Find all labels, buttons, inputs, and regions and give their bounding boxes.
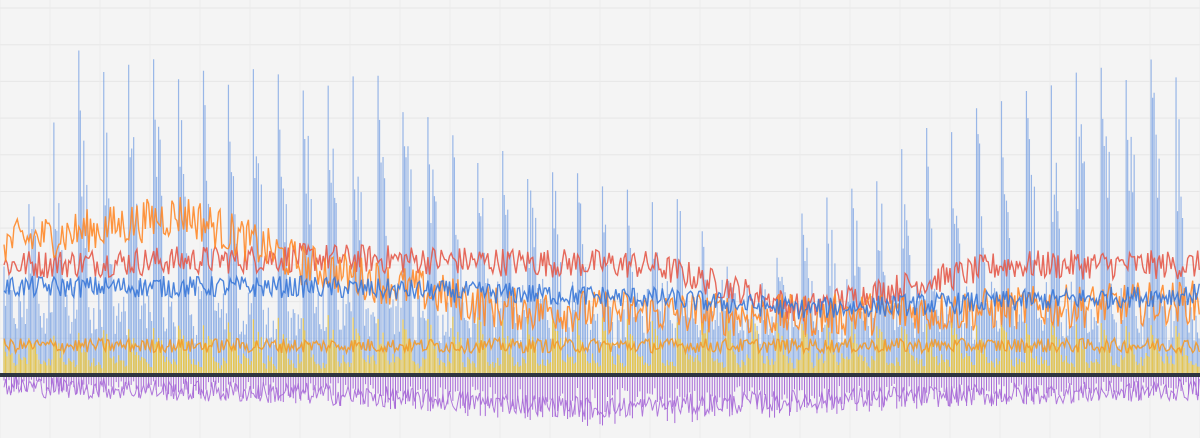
series-6: [3, 374, 1200, 426]
series-line: [3, 242, 1200, 322]
series-5: [3, 335, 1200, 356]
series-0: [3, 50, 1200, 375]
series-3: [3, 274, 1200, 320]
series-layer: [3, 50, 1200, 426]
series-1: [3, 242, 1200, 322]
series-line: [3, 335, 1200, 356]
series-line: [3, 274, 1200, 320]
